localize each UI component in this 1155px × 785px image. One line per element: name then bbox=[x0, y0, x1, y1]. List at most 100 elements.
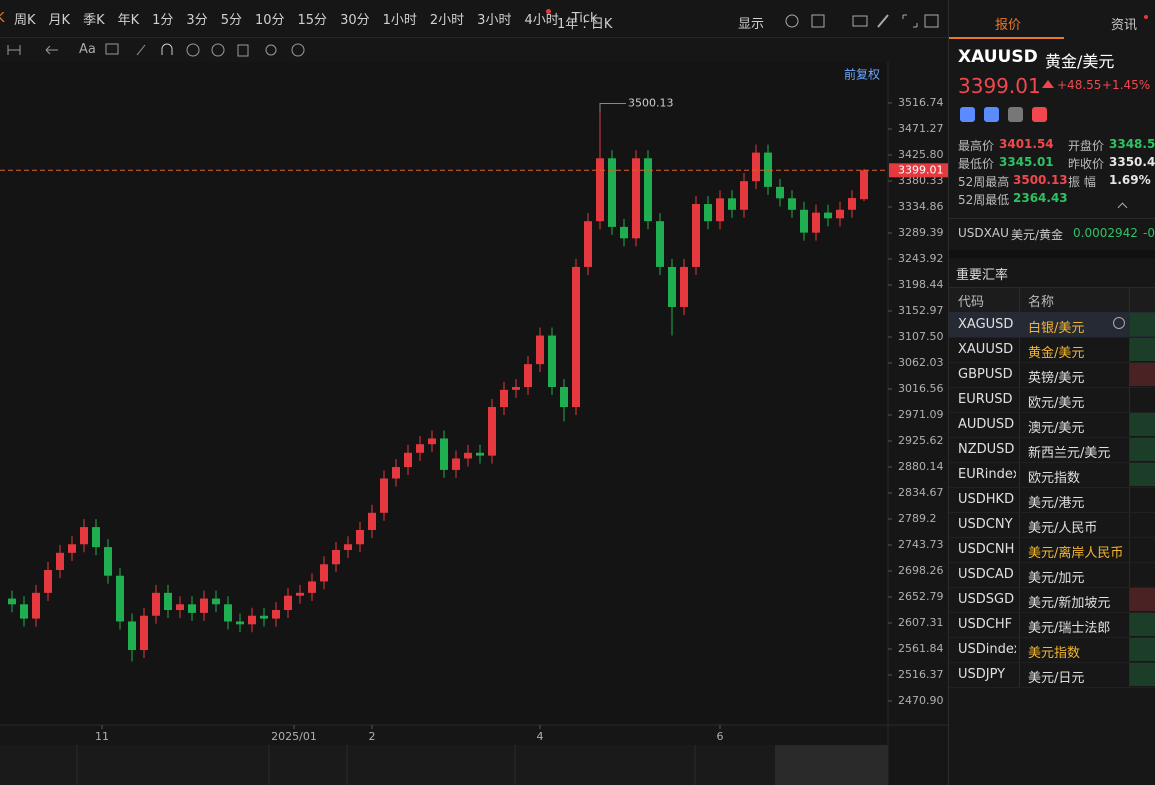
panel-icon[interactable] bbox=[924, 14, 939, 28]
candle-body bbox=[680, 266, 688, 307]
y-tick-label: 2880.14 bbox=[898, 460, 944, 473]
display-menu[interactable]: 显示 bbox=[738, 17, 765, 32]
candle-body bbox=[356, 529, 364, 545]
timeframe-button[interactable]: 5分 bbox=[220, 13, 242, 28]
rate-name: 美元/瑞士法郎 bbox=[1028, 621, 1111, 636]
timeframe-button[interactable]: 季K bbox=[83, 13, 105, 28]
tag-icon[interactable] bbox=[960, 107, 975, 122]
pen-icon[interactable] bbox=[877, 14, 889, 28]
rate-row[interactable]: USDHKD 美元/港元 bbox=[949, 487, 1155, 513]
navigator-window[interactable] bbox=[775, 745, 888, 785]
tab[interactable]: 报价 bbox=[995, 18, 1022, 33]
rate-row[interactable]: NZDUSD 新西兰元/美元 bbox=[949, 437, 1155, 463]
rate-row[interactable]: AUDUSD 澳元/美元 bbox=[949, 412, 1155, 438]
text-tool[interactable]: Aa bbox=[79, 42, 96, 57]
hide-icon[interactable] bbox=[211, 43, 225, 57]
y-tick-label: 3152.97 bbox=[898, 304, 944, 317]
rate-row[interactable]: XAGUSD 白银/美元 bbox=[949, 312, 1155, 338]
tab[interactable]: 资讯 bbox=[1111, 18, 1138, 33]
timeframe-button[interactable]: 周K bbox=[14, 13, 36, 28]
comment-icon[interactable] bbox=[105, 43, 119, 55]
y-tick-label: 2925.62 bbox=[898, 434, 944, 447]
rate-name: 新西兰元/美元 bbox=[1028, 446, 1111, 461]
tag-icon[interactable] bbox=[1032, 107, 1047, 122]
rate-row[interactable]: USDSGD 美元/新加坡元 bbox=[949, 587, 1155, 613]
timeframe-button[interactable]: 年K bbox=[117, 13, 140, 28]
rate-row[interactable]: USDCNY 美元/人民币 bbox=[949, 512, 1155, 538]
arrow-icon[interactable] bbox=[45, 45, 58, 55]
stat-value: 3500.13 bbox=[1013, 173, 1068, 187]
candle-body bbox=[812, 212, 820, 233]
rate-code: USDHKD bbox=[958, 492, 1015, 507]
candle-body bbox=[752, 152, 760, 182]
rate-row[interactable]: EURindex 欧元指数 bbox=[949, 462, 1155, 488]
candle-body bbox=[152, 592, 160, 616]
y-tick-label: 2698.26 bbox=[898, 564, 944, 577]
symbol: XAUUSD bbox=[958, 47, 1038, 67]
timeframe-button[interactable]: 2小时 bbox=[429, 13, 465, 28]
candle-body bbox=[248, 615, 256, 625]
rate-row[interactable]: USDindex 美元指数 bbox=[949, 637, 1155, 663]
timeframe-button[interactable]: 10分 bbox=[254, 13, 285, 28]
line-icon[interactable] bbox=[136, 44, 146, 56]
timeframe-button[interactable]: 3分 bbox=[186, 13, 208, 28]
watch-icon[interactable] bbox=[1113, 317, 1125, 329]
column-header: 代码 bbox=[958, 295, 985, 310]
rate-name: 欧元指数 bbox=[1028, 471, 1081, 486]
rate-row[interactable]: XAUUSD 黄金/美元 bbox=[949, 337, 1155, 363]
delete-icon[interactable] bbox=[237, 44, 249, 57]
settings2-icon[interactable] bbox=[291, 43, 305, 57]
column-header: 名称 bbox=[1028, 295, 1055, 310]
camera-icon[interactable] bbox=[852, 15, 868, 27]
chart: 前复权 3516.743471.273425.803380.333334.863… bbox=[0, 62, 948, 785]
rate-row[interactable]: USDCNH 美元/离岸人民币 bbox=[949, 537, 1155, 563]
candle-body bbox=[608, 158, 616, 227]
settings-icon[interactable] bbox=[785, 14, 799, 28]
timeframe-button[interactable]: 1小时 bbox=[382, 13, 417, 28]
candle-body bbox=[380, 478, 388, 513]
tag-icon[interactable] bbox=[1008, 107, 1023, 122]
fullscreen-icon[interactable] bbox=[902, 14, 918, 28]
layout-icon[interactable] bbox=[811, 14, 825, 28]
candle-body bbox=[296, 592, 304, 596]
rate-name: 黄金/美元 bbox=[1028, 346, 1085, 361]
candle-body bbox=[620, 226, 628, 239]
link-icon[interactable] bbox=[265, 44, 277, 56]
active-timeframe-edge: K bbox=[0, 11, 5, 26]
eye-icon[interactable] bbox=[186, 43, 200, 57]
timeframe-button[interactable]: 1分 bbox=[152, 13, 174, 28]
candle-body bbox=[512, 387, 520, 390]
y-tick-label: 2516.37 bbox=[898, 668, 944, 681]
rate-row[interactable]: USDCAD 美元/加元 bbox=[949, 562, 1155, 588]
measure-icon[interactable] bbox=[7, 45, 21, 55]
rate-change-cell bbox=[1130, 613, 1155, 636]
candle-body bbox=[272, 610, 280, 619]
stat-value: 3401.54 bbox=[999, 137, 1054, 151]
rate-row[interactable]: USDCHF 美元/瑞士法郎 bbox=[949, 612, 1155, 638]
candle-body bbox=[572, 266, 580, 408]
y-tick-label: 2607.31 bbox=[898, 616, 944, 629]
timeframe-button[interactable]: 月K bbox=[48, 13, 71, 28]
timeframe-button[interactable]: 30分 bbox=[340, 13, 370, 28]
timeframe-button[interactable]: 3小时 bbox=[477, 13, 512, 28]
rate-code: NZDUSD bbox=[958, 442, 1015, 457]
tag-icon[interactable] bbox=[984, 107, 999, 122]
high-leader bbox=[599, 102, 626, 113]
candle-body bbox=[8, 598, 16, 605]
adjust-mode[interactable]: 前复权 bbox=[844, 67, 880, 82]
candle-body bbox=[92, 527, 100, 548]
stat-value: 3350.46 bbox=[1109, 155, 1155, 169]
rate-row[interactable]: EURUSD 欧元/美元 bbox=[949, 387, 1155, 413]
magnet-icon[interactable] bbox=[161, 43, 173, 55]
collapse-chevron[interactable] bbox=[1117, 202, 1128, 213]
stat-value: 2364.43 bbox=[1013, 191, 1068, 205]
y-tick-label: 3107.50 bbox=[898, 330, 944, 343]
timeframe-button[interactable]: 4小时 bbox=[524, 13, 559, 28]
range-selector[interactable]: 1年 : 日K bbox=[557, 17, 613, 32]
timeframe-button[interactable]: Tick bbox=[571, 11, 598, 26]
rate-row[interactable]: USDJPY 美元/日元 bbox=[949, 662, 1155, 688]
navigator[interactable] bbox=[0, 745, 888, 785]
timeframe-button[interactable]: 15分 bbox=[297, 13, 328, 28]
rate-row[interactable]: GBPUSD 英镑/美元 bbox=[949, 362, 1155, 388]
rate-code: AUDUSD bbox=[958, 417, 1015, 432]
